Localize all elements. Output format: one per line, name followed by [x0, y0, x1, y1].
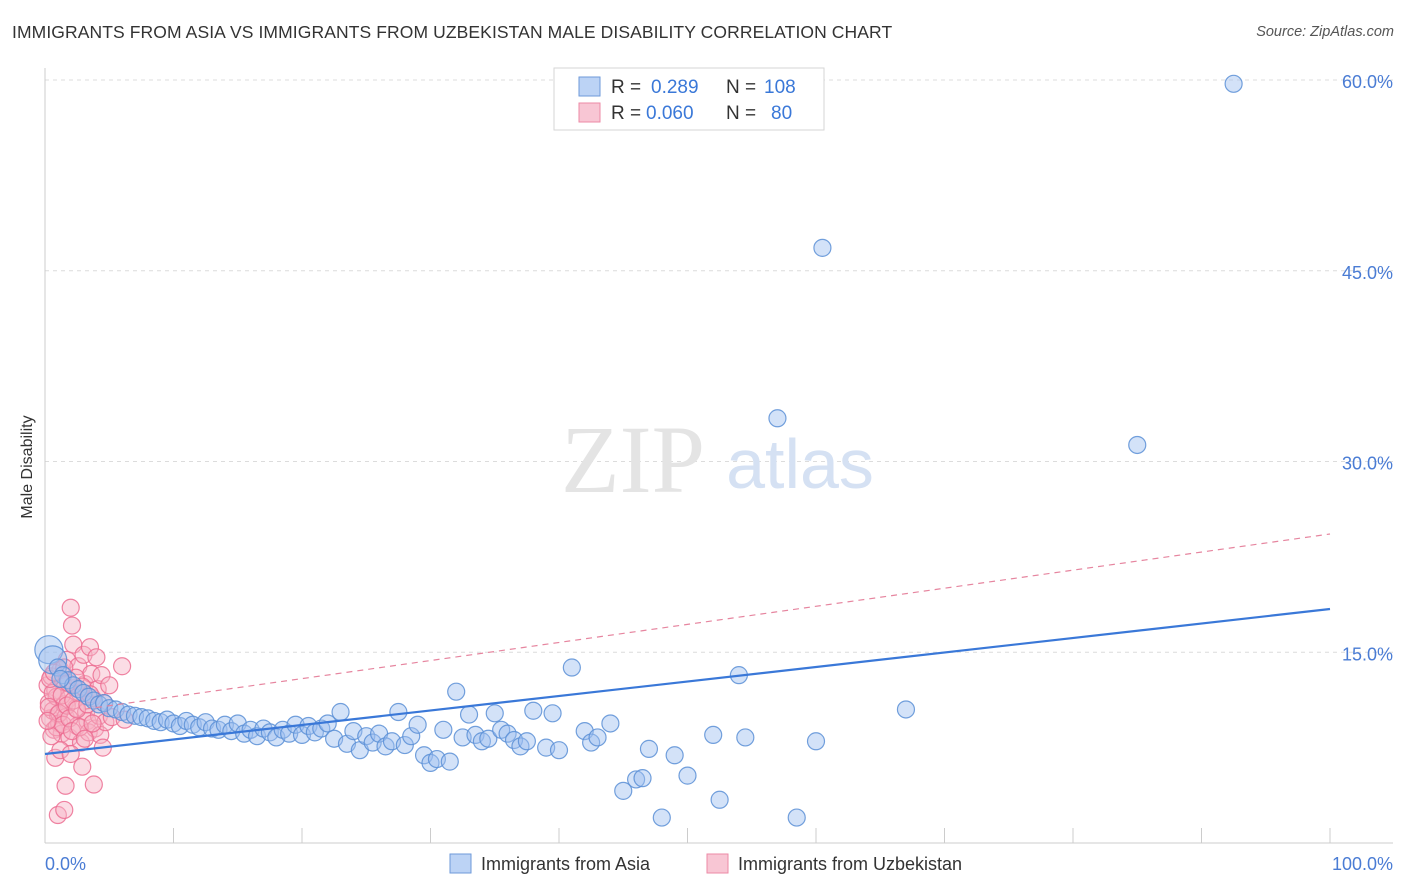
asia-point-59	[402, 727, 421, 746]
asia-swatch	[578, 76, 601, 97]
trend-lines	[44, 533, 1331, 756]
uzbekistan-point-36	[84, 775, 103, 794]
y-tick-label-3: 60.0%	[1342, 72, 1393, 92]
source-credit: Source: ZipAtlas.com	[1256, 24, 1394, 40]
asia-point-78	[524, 701, 543, 720]
asia-point-92	[665, 746, 684, 765]
uzbekistan-point-38	[87, 648, 106, 667]
legend-asia-label: Immigrants from Asia	[481, 854, 651, 874]
asia-point-60	[408, 715, 427, 734]
uzbekistan-point-77	[38, 711, 57, 731]
asia-point-98	[768, 409, 787, 428]
y-axis-label: Male Disability	[19, 415, 36, 519]
uzbekistan-point-18	[61, 598, 80, 617]
series-legend: Immigrants from Asia Immigrants from Uzb…	[449, 853, 962, 874]
asia-point-72	[485, 704, 504, 723]
tick-labels: 15.0% 30.0% 45.0% 60.0% 0.0% 100.0%	[45, 72, 1393, 874]
uzbekistan-point-19	[62, 616, 82, 635]
asia-r-value: 0.289	[651, 77, 699, 98]
asia-point-87	[614, 781, 633, 800]
asia-point-80	[543, 704, 562, 723]
uzbekistan-point-46	[100, 676, 119, 695]
uzbekistan-point-33	[80, 638, 100, 657]
uzbekistan-swatch	[578, 102, 601, 123]
asia-point-66	[447, 682, 466, 701]
uzbekistan-point-42	[92, 666, 111, 685]
uzbekistan-r-value: 0.060	[646, 103, 694, 124]
uzbekistan-point-48	[112, 657, 132, 676]
legend-uzbekistan-swatch	[706, 853, 729, 874]
asia-point-103	[1128, 435, 1147, 455]
asia-point-82	[562, 658, 581, 677]
asia-trend-line	[44, 607, 1331, 756]
asia-point-102	[896, 700, 916, 719]
watermark-atlas: atlas	[726, 425, 874, 503]
asia-point-91	[652, 808, 671, 827]
asia-point-99	[787, 808, 806, 827]
legend-uzbekistan-label: Immigrants from Uzbekistan	[738, 854, 962, 874]
asia-point-77	[517, 732, 536, 751]
asia-point-95	[710, 790, 729, 809]
asia-point-105	[51, 669, 70, 689]
uzbekistan-point-54	[56, 776, 75, 795]
legend-asia-swatch	[449, 853, 472, 874]
asia-point-19	[145, 711, 164, 731]
asia-point-40	[280, 724, 299, 743]
gridlines	[45, 79, 1393, 653]
watermark: ZIP atlas	[561, 406, 874, 513]
asia-point-90	[639, 739, 659, 758]
uzbekistan-point-67	[64, 691, 83, 710]
asia-point-100	[806, 732, 826, 751]
asia-point-104	[1224, 74, 1243, 93]
uzbekistan-point-79	[61, 744, 80, 764]
uzbekistan-point-56	[42, 727, 61, 746]
asia-n-value: 108	[764, 77, 796, 98]
asia-n-label: N =	[726, 77, 756, 98]
stats-legend: R = 0.289 N = 108 R = 0.060 N = 80	[553, 67, 825, 131]
asia-point-48	[331, 702, 350, 722]
uzbekistan-point-51	[55, 800, 74, 820]
asia-point-57	[389, 702, 408, 722]
asia-point-101	[813, 238, 832, 257]
uzbekistan-point-59	[39, 697, 58, 717]
asia-point-89	[633, 769, 652, 788]
uzbekistan-r-label: R =	[611, 103, 641, 124]
watermark-zip: ZIP	[561, 406, 705, 513]
y-tick-label-2: 45.0%	[1342, 263, 1393, 283]
x-tick-label-0: 0.0%	[45, 854, 86, 874]
asia-point-86	[601, 714, 620, 733]
asia-r-label: R =	[611, 77, 641, 98]
asia-point-71	[479, 729, 498, 748]
asia-point-68	[459, 705, 479, 724]
asia-point-94	[704, 725, 723, 745]
asia-point-88	[626, 770, 646, 789]
uzbekistan-point-75	[83, 714, 102, 733]
chart-title: IMMIGRANTS FROM ASIA VS IMMIGRANTS FROM …	[12, 22, 893, 42]
asia-point-58	[395, 735, 414, 755]
uzbekistan-n-label: N =	[726, 103, 756, 124]
asia-points	[34, 74, 1243, 827]
uzbekistan-n-value: 80	[771, 103, 792, 124]
y-tick-label-0: 15.0%	[1342, 644, 1393, 664]
uzbekistan-point-53	[51, 741, 70, 760]
asia-point-97	[736, 728, 755, 747]
x-tick-label-1: 100.0%	[1332, 854, 1393, 874]
uzbekistan-point-72	[75, 729, 94, 748]
asia-point-93	[678, 766, 697, 785]
asia-point-81	[549, 741, 569, 760]
asia-point-64	[434, 720, 453, 739]
asia-point-85	[588, 728, 607, 747]
y-tick-label-1: 30.0%	[1342, 454, 1393, 474]
asia-point-65	[440, 752, 459, 771]
uzbekistan-trend-line	[84, 533, 1331, 710]
uzbekistan-point-27	[73, 757, 92, 776]
